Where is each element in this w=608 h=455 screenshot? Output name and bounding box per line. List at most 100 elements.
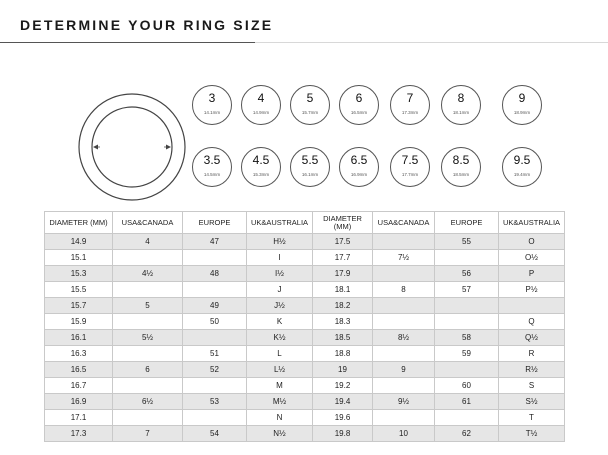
table-cell: 5½ [112,329,183,346]
ring-size-mm: 17.3mm [401,110,419,115]
table-cell: J [246,281,313,298]
table-cell: 58 [434,329,499,346]
ring-size-mm: 18.5mm [452,172,470,177]
ring-size-mm: 15.7mm [301,110,319,115]
table-cell: 15.7 [44,297,113,314]
table-cell [182,409,247,426]
table-cell: 4 [112,233,183,250]
table-row: 17.3 7 54 N½ 19.8 10 62 T½ [44,425,565,442]
table-cell [434,297,499,314]
table-cell [434,313,499,330]
ring-size-number: 9.5 [513,153,531,167]
table-cell: P [498,265,565,282]
ring-size-circle: 6.5 16.9mm [339,147,379,187]
table-cell: T [498,409,565,426]
table-row: 16.9 6½ 53 M½ 19.4 9½ 61 S½ [44,393,565,410]
ring-size-mm: 16.9mm [350,172,368,177]
diameter-arrow-right-icon [166,144,171,150]
table-cell [372,409,435,426]
table-row: 15.9 50 K 18.3 Q [44,313,565,330]
table-cell: 48 [182,265,247,282]
table-row: 15.1 I 17.7 7½ O½ [44,249,565,266]
table-cell: 56 [434,265,499,282]
table-cell: 47 [182,233,247,250]
ring-size-number: 7 [406,91,414,105]
ring-size-mm: 16.1mm [301,172,319,177]
table-cell [182,377,247,394]
table-cell: S½ [498,393,565,410]
table-cell: Q½ [498,329,565,346]
table-cell: 54 [182,425,247,442]
table-cell: 16.1 [44,329,113,346]
table-header-cell: UK&AUSTRALIA [498,211,565,234]
page-title: DETERMINE YOUR RING SIZE [20,17,274,33]
table-cell: 6 [112,361,183,378]
table-cell: 7 [112,425,183,442]
table-cell: N½ [246,425,313,442]
table-header-cell: DIAMETER (MM) [44,211,113,234]
table-cell: 53 [182,393,247,410]
table-cell: 10 [372,425,435,442]
table-cell: 18.8 [312,345,373,362]
ring-size-number: 9 [518,91,526,105]
ring-size-number: 6.5 [350,153,368,167]
table-cell: H½ [246,233,313,250]
table-row: 16.5 6 52 L½ 19 9 R½ [44,361,565,378]
table-cell: M½ [246,393,313,410]
table-cell [112,377,183,394]
table-cell: 19 [312,361,373,378]
ring-size-circle: 4.5 15.3mm [241,147,281,187]
ring-size-mm: 17.7mm [401,172,419,177]
ring-size-circle: 8 18.1mm [441,85,481,125]
table-header-cell: USA&CANADA [372,211,435,234]
table-header-cell: EUROPE [434,211,499,234]
ring-size-mm: 18.9mm [513,110,531,115]
table-cell: 18.3 [312,313,373,330]
table-cell [182,329,247,346]
table-cell: 15.3 [44,265,113,282]
table-cell [112,281,183,298]
title-underline-dark [0,42,255,43]
table-cell: 19.6 [312,409,373,426]
ring-size-circle: 3 14.1mm [192,85,232,125]
table-cell: 18.5 [312,329,373,346]
ring-size-circle: 7.5 17.7mm [390,147,430,187]
table-cell [434,249,499,266]
ring-size-circle: 6 16.5mm [339,85,379,125]
table-cell: 16.9 [44,393,113,410]
table-row: 16.3 51 L 18.8 59 R [44,345,565,362]
table-cell: 61 [434,393,499,410]
ring-size-table: DIAMETER (MM) USA&CANADA EUROPE UK&AUSTRALI… [44,211,565,442]
ring-size-number: 3.5 [203,153,221,167]
ring-size-circle: 9.5 19.4mm [502,147,542,187]
table-cell: 8 [372,281,435,298]
table-cell [372,265,435,282]
table-row: 16.7 M 19.2 60 S [44,377,565,394]
table-row: 14.9 4 47 H½ 17.5 55 O [44,233,565,250]
table-cell: 15.5 [44,281,113,298]
table-cell: 49 [182,297,247,314]
table-cell: 19.4 [312,393,373,410]
table-cell [434,409,499,426]
table-cell [372,377,435,394]
table-cell: 60 [434,377,499,394]
table-cell: I½ [246,265,313,282]
table-cell: 8½ [372,329,435,346]
table-cell: 52 [182,361,247,378]
table-cell: P½ [498,281,565,298]
table-cell [498,297,565,314]
table-row: 15.7 5 49 J½ 18.2 [44,297,565,314]
table-cell: 19.8 [312,425,373,442]
table-cell: 50 [182,313,247,330]
table-cell: R [498,345,565,362]
table-cell: 18.1 [312,281,373,298]
table-cell: 57 [434,281,499,298]
table-cell: 17.5 [312,233,373,250]
ring-size-number: 8 [457,91,465,105]
table-cell: S [498,377,565,394]
title-underline-light [255,42,608,43]
table-cell: 16.3 [44,345,113,362]
ring-size-circle: 4 14.9mm [241,85,281,125]
ring-size-circle: 5.5 16.1mm [290,147,330,187]
ring-inner-edge [91,106,173,188]
